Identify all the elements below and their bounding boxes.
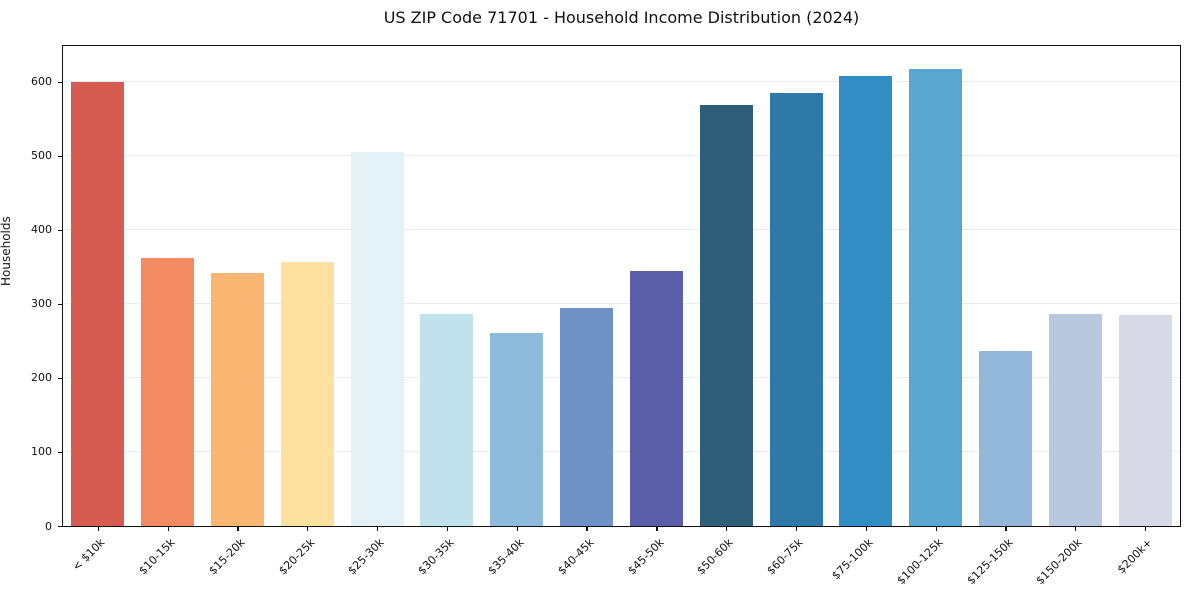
gridline <box>63 80 1180 82</box>
x-tick-label: $20-25k <box>275 536 318 578</box>
x-tick-mark <box>935 527 937 531</box>
y-tick-label: 600 <box>31 75 52 89</box>
x-tick-mark <box>516 527 518 531</box>
y-tick-label: 500 <box>31 149 52 163</box>
bar-$20-25k <box>280 262 334 526</box>
x-tick-mark <box>97 527 100 531</box>
bar-$100-125k <box>909 68 963 526</box>
x-tick-mark <box>446 527 449 531</box>
y-tick-label: 100 <box>31 445 52 459</box>
y-tick-label: 200 <box>31 371 52 385</box>
bar-$125-150k <box>978 351 1032 526</box>
x-tick-label: $10-15k <box>136 536 178 578</box>
x-tick-label: $45-50k <box>624 536 667 578</box>
y-tick-mark <box>58 303 62 306</box>
x-tick-label: $40-45k <box>555 536 597 578</box>
gridline <box>63 154 1180 156</box>
x-tick-mark <box>167 527 169 531</box>
bar-$75-100k <box>839 76 893 526</box>
bar-$30-35k <box>420 314 474 526</box>
y-tick-mark <box>58 526 62 528</box>
y-tick-mark <box>58 377 62 380</box>
bar-$10-15k <box>141 257 195 526</box>
x-tick-label: $25-30k <box>345 536 387 578</box>
x-tick-mark <box>1005 527 1007 531</box>
bar-$25-30k <box>350 151 404 526</box>
x-tick-label: $30-35k <box>415 536 457 578</box>
x-tick-mark <box>1075 527 1077 531</box>
bar-$60-75k <box>769 93 823 526</box>
x-axis: < $10k $10-15k $15-20k $20-25k $25-30k $30-35… <box>62 527 1181 590</box>
bar-< $10k <box>71 82 125 526</box>
x-tick-label: < $10k <box>70 536 108 574</box>
x-tick-label: $15-20k <box>205 536 248 578</box>
x-tick-mark <box>307 527 309 531</box>
x-tick-label: $100-125k <box>894 536 946 588</box>
bar-$200k+ <box>1118 314 1172 526</box>
y-tick-label: 0 <box>45 519 52 533</box>
x-tick-label: $125-150k <box>964 536 1016 588</box>
bar-$35-40k <box>490 332 544 526</box>
y-tick-mark <box>58 81 62 83</box>
x-tick-mark <box>865 527 867 531</box>
bar-$150-200k <box>1048 314 1102 526</box>
chart-title: US ZIP Code 71701 - Household Income Dis… <box>383 8 860 27</box>
x-tick-mark <box>795 527 798 531</box>
y-tick-mark <box>58 155 62 157</box>
y-tick-label: 400 <box>31 223 52 237</box>
plot-area <box>62 45 1181 527</box>
x-tick-mark <box>726 527 728 531</box>
y-tick-mark <box>58 451 62 454</box>
x-tick-label: $60-75k <box>764 536 806 578</box>
gridline <box>63 228 1180 230</box>
gridline <box>63 302 1180 304</box>
x-tick-mark <box>377 527 379 531</box>
x-tick-mark <box>656 527 658 531</box>
x-tick-label: $50-60k <box>694 536 736 578</box>
x-tick-label: $35-40k <box>485 536 527 578</box>
gridline <box>63 376 1180 378</box>
x-tick-mark <box>586 527 588 531</box>
bar-$40-45k <box>560 308 614 526</box>
bar-$15-20k <box>211 273 265 526</box>
bar-$45-50k <box>629 271 683 526</box>
bar-$50-60k <box>699 104 753 526</box>
x-tick-label: $150-200k <box>1033 536 1085 588</box>
gridline <box>63 450 1180 452</box>
x-tick-label: $75-100k <box>829 536 876 583</box>
y-tick-mark <box>58 229 62 231</box>
x-tick-mark <box>1144 527 1147 531</box>
y-tick-label: 300 <box>31 297 52 311</box>
x-tick-label: $200k+ <box>1114 536 1155 577</box>
y-axis: 0 100 200 300 400 500 600 <box>0 45 62 533</box>
x-tick-mark <box>237 527 239 531</box>
